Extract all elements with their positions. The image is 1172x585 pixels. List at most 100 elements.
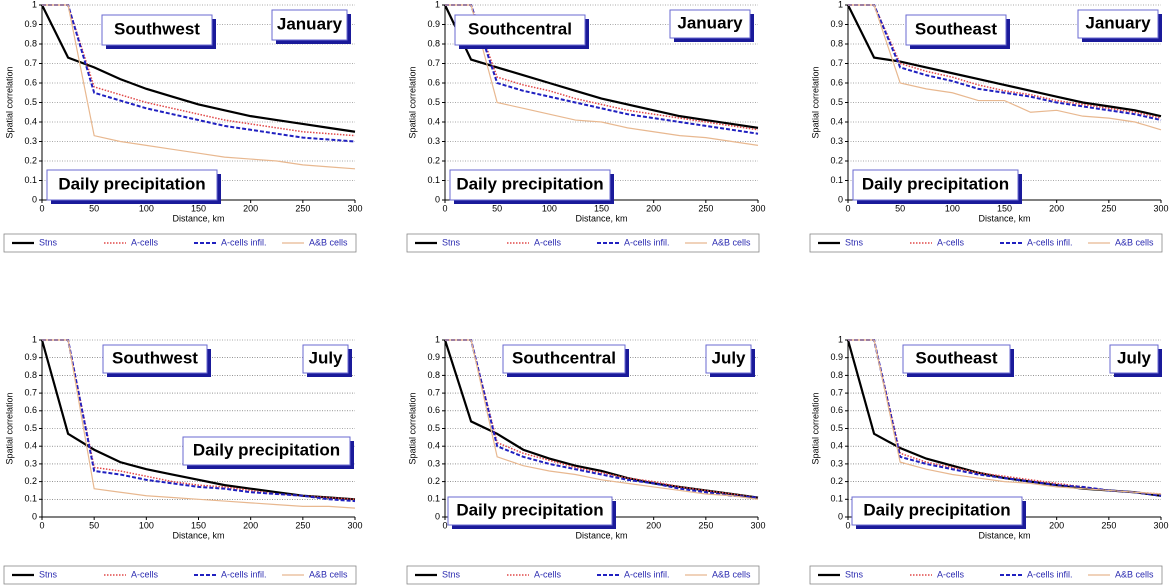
series-line <box>42 339 356 509</box>
month-label: January <box>277 14 343 33</box>
x-tick-label: 0 <box>442 203 447 213</box>
legend-label: A&B cells <box>712 569 751 579</box>
x-tick-label: 150 <box>191 203 206 213</box>
y-tick-label: 0 <box>435 511 440 521</box>
x-tick-label: 200 <box>646 203 661 213</box>
x-tick-label: 300 <box>1153 520 1168 530</box>
x-tick-label: 150 <box>594 203 609 213</box>
month-label: January <box>677 13 743 32</box>
label-box <box>1109 344 1159 374</box>
annotation-label: Daily precipitation <box>193 440 340 459</box>
legend-label: A-cells infil. <box>221 237 267 247</box>
legend-label: A&B cells <box>1115 569 1154 579</box>
annotation-label: Daily precipitation <box>862 174 1009 193</box>
legend-label: Stns <box>442 237 461 247</box>
y-tick-label: 0.6 <box>24 77 37 87</box>
y-tick-label: 0.9 <box>427 19 440 29</box>
label-box <box>101 14 213 46</box>
x-tick-label: 300 <box>1153 203 1168 213</box>
x-tick-label: 200 <box>1049 520 1064 530</box>
series-line <box>42 339 356 503</box>
legend-label: A-cells infil. <box>1027 569 1073 579</box>
x-tick-label: 0 <box>39 203 44 213</box>
y-tick-label: 0.8 <box>427 38 440 48</box>
y-tick-label: 0.1 <box>24 494 37 504</box>
y-tick-label: 0.3 <box>24 458 37 468</box>
y-tick-label: 0.4 <box>830 116 843 126</box>
y-tick-label: 0.5 <box>427 423 440 433</box>
y-tick-label: 0.4 <box>427 116 440 126</box>
series-line <box>848 339 1162 495</box>
series-line <box>42 4 356 170</box>
label-box <box>669 9 751 39</box>
y-tick-label: 1 <box>32 0 37 9</box>
y-tick-label: 1 <box>838 0 843 9</box>
legend-label: Stns <box>39 569 58 579</box>
legend-label: A-cells <box>131 569 159 579</box>
legend-box <box>406 565 760 585</box>
y-tick-label: 0.2 <box>427 155 440 165</box>
y-tick-label: 0.2 <box>830 155 843 165</box>
x-tick-label: 50 <box>89 203 99 213</box>
y-tick-label: 0.2 <box>24 476 37 486</box>
annotation-label: Daily precipitation <box>863 500 1010 519</box>
legend-label: Stns <box>39 237 58 247</box>
y-tick-label: 0.5 <box>24 423 37 433</box>
x-axis-label: Distance, km <box>575 530 627 540</box>
legend-box <box>809 233 1163 253</box>
y-axis-label: Spatial correlation <box>4 392 14 464</box>
y-tick-label: 0.3 <box>24 136 37 146</box>
y-tick-label: 0.9 <box>427 352 440 362</box>
y-tick-label: 1 <box>435 334 440 344</box>
x-tick-label: 100 <box>139 203 154 213</box>
y-tick-label: 1 <box>32 334 37 344</box>
x-axis-label: Distance, km <box>172 530 224 540</box>
region-label: Southwest <box>114 19 200 38</box>
x-tick-label: 300 <box>347 203 362 213</box>
y-tick-label: 0.8 <box>24 370 37 380</box>
x-tick-label: 250 <box>295 203 310 213</box>
x-tick-label: 250 <box>1101 520 1116 530</box>
x-tick-label: 250 <box>1101 203 1116 213</box>
y-tick-label: 0.6 <box>427 405 440 415</box>
y-tick-label: 0.5 <box>24 97 37 107</box>
y-tick-label: 0.1 <box>24 175 37 185</box>
y-tick-label: 0.8 <box>427 370 440 380</box>
x-tick-label: 300 <box>750 520 765 530</box>
y-tick-label: 0.7 <box>24 387 37 397</box>
x-tick-label: 50 <box>895 203 905 213</box>
series-line <box>848 4 1162 119</box>
legend-label: Stns <box>442 569 461 579</box>
x-tick-label: 0 <box>39 520 44 530</box>
legend-label: A-cells <box>937 569 965 579</box>
x-tick-label: 0 <box>845 203 850 213</box>
legend-label: A-cells <box>131 237 159 247</box>
legend-label: A-cells infil. <box>624 237 670 247</box>
y-tick-label: 0.6 <box>830 77 843 87</box>
y-tick-label: 0.4 <box>427 441 440 451</box>
y-tick-label: 0.7 <box>427 387 440 397</box>
region-label: Southcentral <box>512 348 616 367</box>
y-axis-label: Spatial correlation <box>407 66 417 138</box>
y-tick-label: 0 <box>838 194 843 204</box>
label-box <box>447 496 613 526</box>
legend-box <box>406 233 760 253</box>
y-tick-label: 0.8 <box>830 370 843 380</box>
series-line <box>443 339 759 499</box>
x-axis-label: Distance, km <box>978 213 1030 223</box>
chart: 0 0.1 0.2 0.3 0.4 0.5 0.6 0.7 0.8 0.9 1 0 50 100 150 20… <box>3 334 363 585</box>
label-box <box>1077 9 1159 39</box>
annotation-label: Daily precipitation <box>58 174 205 193</box>
y-tick-label: 0.8 <box>830 38 843 48</box>
legend-label: A&B cells <box>1115 237 1154 247</box>
month-label: July <box>1117 348 1152 367</box>
legend-label: Stns <box>845 569 864 579</box>
label-box <box>271 9 348 41</box>
y-tick-label: 0.5 <box>830 97 843 107</box>
x-tick-label: 250 <box>698 520 713 530</box>
y-tick-label: 0.2 <box>427 476 440 486</box>
x-tick-label: 150 <box>997 203 1012 213</box>
y-tick-label: 0.8 <box>24 38 37 48</box>
y-tick-label: 0.3 <box>830 136 843 146</box>
annotation-label: Daily precipitation <box>456 174 603 193</box>
